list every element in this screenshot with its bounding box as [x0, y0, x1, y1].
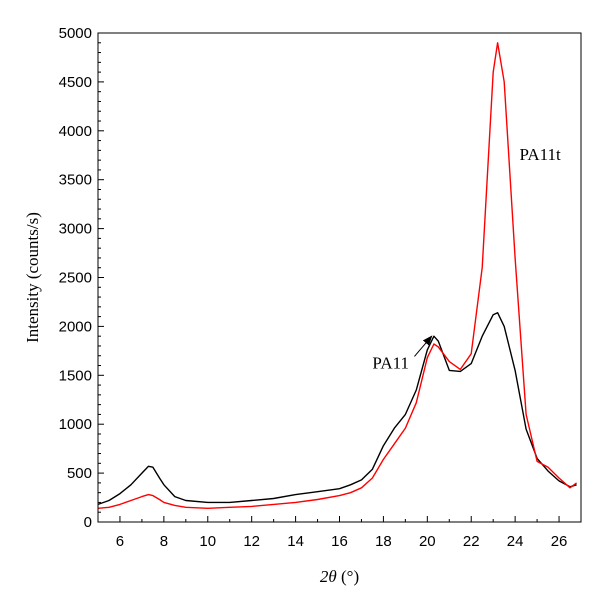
- y-tick-label: 4500: [59, 74, 92, 91]
- annotation-pa11: PA11: [372, 353, 409, 372]
- x-tick-label: 12: [243, 533, 260, 550]
- y-tick-label: 2500: [59, 270, 92, 287]
- annotation-layer: PA11t PA11: [372, 145, 561, 372]
- x-tick-label: 22: [463, 533, 480, 550]
- y-tick-label: 4000: [59, 123, 92, 140]
- x-axis: 6 8 10 12 14 16 18 20 22 24 26: [97, 516, 582, 550]
- y-tick-label: 3500: [59, 172, 92, 189]
- x-axis-symbol: 2θ: [320, 567, 337, 586]
- series-line-pa11: [97, 312, 577, 506]
- x-tick-label: 24: [507, 533, 524, 550]
- y-tick-label: 5000: [59, 25, 92, 42]
- y-tick-label: 500: [67, 465, 92, 482]
- series-layer: [97, 42, 578, 509]
- plot-frame: [97, 32, 582, 523]
- x-tick-label: 18: [375, 533, 392, 550]
- x-tick-label: 26: [551, 533, 568, 550]
- x-axis-title: 2θ (°): [320, 567, 359, 586]
- y-tick-label: 3000: [59, 221, 92, 238]
- x-tick-label: 20: [419, 533, 436, 550]
- y-tick-label: 2000: [59, 318, 92, 335]
- y-axis-title: Intensity (counts/s): [23, 212, 42, 343]
- x-tick-label: 14: [287, 533, 304, 550]
- plot-area: 6 8 10 12 14 16 18 20 22 24 26 0 500 1000 1500 2000 250…: [59, 25, 582, 550]
- x-tick-label: 10: [199, 533, 216, 550]
- annotation-arrow: [414, 335, 433, 357]
- x-tick-label: 6: [116, 533, 124, 550]
- y-tick-label: 0: [84, 514, 92, 531]
- y-axis: 0 500 1000 1500 2000 2500 3000 3500 4000 4500 5000: [59, 25, 104, 531]
- x-tick-label: 8: [160, 533, 168, 550]
- annotation-pa11t: PA11t: [520, 145, 562, 164]
- y-tick-label: 1000: [59, 416, 92, 433]
- series-line-pa11t: [97, 42, 578, 509]
- x-axis-unit: (°): [337, 567, 359, 586]
- y-tick-label: 1500: [59, 367, 92, 384]
- x-tick-label: 16: [331, 533, 348, 550]
